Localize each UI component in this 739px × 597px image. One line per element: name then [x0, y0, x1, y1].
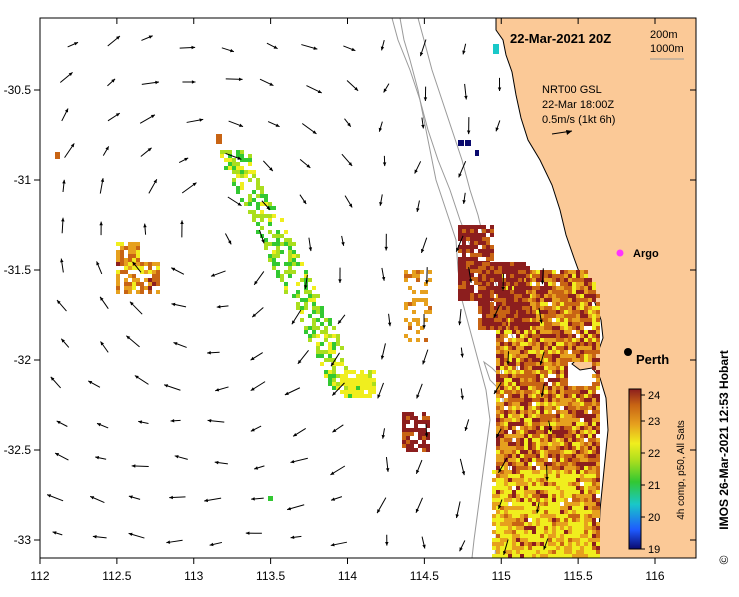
- colorbar-tick-label: 20: [648, 512, 660, 524]
- lon-tick-label: 112.5: [102, 569, 131, 583]
- colorbar-tick-label: 23: [648, 416, 660, 428]
- contour-200m-label: 200m: [650, 29, 678, 41]
- colorbar-tick-label: 24: [648, 390, 660, 402]
- current-time-label: 22-Mar 18:00Z: [542, 99, 614, 111]
- current-scale-label: 0.5m/s (1kt 6h): [542, 114, 615, 126]
- perth-marker[interactable]: [624, 348, 632, 356]
- contour-1000m-label: 1000m: [650, 43, 684, 55]
- lat-tick-label: -32.5: [4, 443, 32, 457]
- argo-label: Argo: [633, 248, 659, 260]
- lon-tick-label: 113.5: [256, 569, 285, 583]
- lon-tick-label: 114.5: [410, 569, 439, 583]
- perth-label: Perth: [636, 352, 669, 367]
- current-source-label: NRT00 GSL: [542, 84, 602, 96]
- lat-tick-label: -31.5: [4, 263, 32, 277]
- lon-tick-label: 115: [492, 569, 511, 583]
- credit-text: IMOS 26-Mar-2021 12:53 Hobart: [717, 350, 731, 529]
- lon-tick-label: 115.5: [564, 569, 593, 583]
- colorbar-tick-label: 22: [648, 448, 660, 460]
- colorbar-tick-label: 21: [648, 480, 660, 492]
- lat-tick-label: -32: [14, 353, 32, 367]
- colorbar-label: 4h comp, p50, All Sats: [676, 420, 687, 520]
- lon-tick-label: 113: [184, 569, 203, 583]
- lat-tick-label: -31: [14, 173, 32, 187]
- lon-tick-label: 114: [338, 569, 357, 583]
- colorbar-tick-label: 19: [648, 544, 660, 556]
- copyright-symbol: ©: [717, 555, 731, 564]
- lat-tick-label: -30.5: [4, 83, 32, 97]
- argo-float-marker[interactable]: [617, 250, 624, 257]
- lat-tick-label: -33: [14, 533, 32, 547]
- lon-tick-label: 116: [645, 569, 664, 583]
- colorbar: [629, 389, 641, 549]
- map-title: 22-Mar-2021 20Z: [510, 31, 611, 46]
- lon-tick-label: 112: [30, 569, 49, 583]
